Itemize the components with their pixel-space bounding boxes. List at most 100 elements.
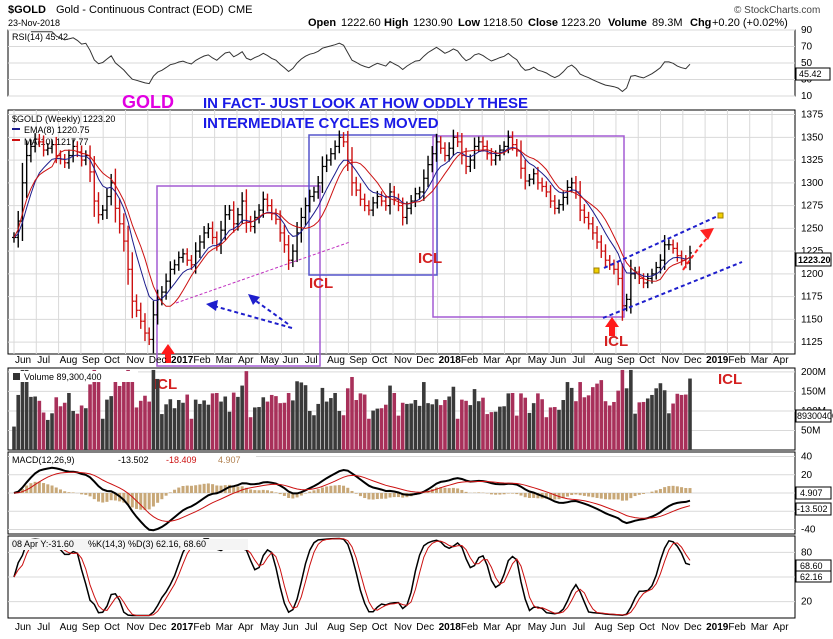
volume-bar: [485, 414, 489, 450]
x-tick-label-bottom: 2019: [706, 622, 729, 633]
price-legend: $GOLD (Weekly) 1223.20: [12, 114, 115, 124]
volume-bar: [274, 396, 278, 450]
x-tick-label-bottom: Feb: [193, 622, 211, 633]
volume-bar: [414, 400, 418, 450]
macd-hist-bar: [279, 493, 282, 494]
volume-bar: [553, 407, 557, 450]
macd-hist-bar: [456, 488, 459, 493]
macd-hist-bar: [579, 493, 582, 495]
x-tick-label-top: Jul: [305, 355, 318, 366]
macd-hist-bar: [55, 487, 58, 493]
rsi-last-label: 45.42: [799, 69, 822, 79]
macd-hist-bar: [156, 493, 159, 503]
volume-bar: [38, 401, 42, 450]
macd-hist-bar: [177, 488, 180, 493]
volume-bar: [232, 393, 236, 450]
macd-hist-bar: [165, 493, 168, 496]
macd-hist-bar: [634, 493, 637, 496]
x-tick-label-top: Mar: [751, 355, 769, 366]
macd-hist-bar: [274, 492, 277, 493]
macd-hist-bar: [642, 493, 645, 494]
volume-bar: [477, 401, 481, 450]
macd-hist-bar: [494, 493, 497, 495]
close-value: 1223.20: [561, 17, 601, 29]
volume-tick-label: 50M: [801, 425, 820, 436]
x-tick-label-bottom: Oct: [639, 622, 655, 633]
x-tick-label-bottom: Aug: [327, 622, 345, 633]
volume-bar: [300, 382, 304, 450]
volume-bar: [456, 419, 460, 450]
x-tick-label-top: Apr: [773, 355, 789, 366]
volume-bar: [367, 419, 371, 450]
macd-hist-bar: [477, 492, 480, 493]
volume-bar: [401, 403, 405, 450]
volume-bar: [380, 408, 384, 450]
stoch-tick-label: 80: [801, 547, 813, 558]
x-tick-label-top: May: [260, 355, 279, 366]
channel-marker-lower: [594, 268, 599, 273]
volume-bar: [654, 388, 658, 450]
macd-hist-bar: [680, 487, 683, 493]
macd-hist-bar: [258, 490, 261, 493]
volume-bar: [583, 397, 587, 450]
macd-hist-bar: [207, 483, 210, 493]
volume-bar: [223, 397, 227, 450]
x-tick-label-top: Nov: [394, 355, 412, 366]
macd-hist-bar: [67, 492, 70, 493]
volume-bar: [532, 403, 536, 450]
macd-hist-bar: [97, 493, 100, 502]
low-label: Low: [458, 17, 480, 29]
volume-bar: [528, 413, 532, 450]
macd-hist-bar: [621, 493, 624, 501]
x-tick-label-top: Mar: [483, 355, 501, 366]
macd-hist-bar: [570, 493, 573, 495]
macd-hist-bar: [638, 493, 641, 495]
volume-value: 89.3M: [652, 17, 683, 29]
volume-bar: [59, 406, 63, 450]
ma-legend-swatch: [12, 139, 20, 141]
x-tick-label-top: Oct: [372, 355, 388, 366]
x-tick-label-bottom: Jun: [283, 622, 299, 633]
macd-hist-bar: [452, 488, 455, 493]
channel-marker-upper: [718, 213, 723, 218]
volume-bar: [76, 414, 80, 450]
x-tick-label-bottom: Sep: [617, 622, 635, 633]
x-tick-label-bottom: Apr: [505, 622, 521, 633]
x-tick-label-bottom: Jun: [550, 622, 566, 633]
macd-hist-bar: [659, 489, 662, 493]
volume-bar: [680, 395, 684, 450]
macd-hist-bar: [359, 493, 362, 496]
macd-hist-bar: [72, 492, 75, 493]
volume-bar: [422, 382, 426, 450]
macd-hist-bar: [42, 483, 45, 493]
volume-bar: [570, 388, 574, 450]
rsi-tick-label: 50: [801, 58, 813, 69]
volume-bar: [376, 409, 380, 450]
volume-bar: [473, 389, 477, 450]
x-tick-label-top: Apr: [238, 355, 254, 366]
macd-hist-bar: [317, 489, 320, 493]
macd-hist-bar: [342, 486, 345, 493]
x-tick-label-top: Dec: [416, 355, 434, 366]
chg-value: +0.20 (+0.02%): [712, 17, 788, 29]
x-tick-label-bottom: Jul: [572, 622, 585, 633]
macd-hist-bar: [625, 493, 628, 500]
volume-bar: [114, 372, 118, 450]
volume-bar: [12, 427, 16, 450]
price-axis: 1375135013251300127512501225120011751150…: [801, 110, 824, 349]
macd-hist-bar: [596, 493, 599, 498]
macd-hist-bar: [173, 490, 176, 493]
volume-bar: [481, 398, 485, 450]
macd-hist-bar: [389, 493, 392, 498]
icl-label-2: ICL: [418, 250, 442, 267]
macd-hist-bar: [591, 493, 594, 497]
volume-bar: [270, 395, 274, 450]
icl-label-3: ICL: [604, 333, 628, 350]
volume-bar: [540, 399, 544, 450]
rsi-axis: 9070503010: [801, 25, 813, 102]
volume-bar: [490, 412, 494, 450]
header-date: 23-Nov-2018: [8, 18, 60, 28]
macd-hist-bar: [266, 490, 269, 493]
volume-bar: [494, 412, 498, 450]
macd-hist-bar: [566, 493, 569, 497]
